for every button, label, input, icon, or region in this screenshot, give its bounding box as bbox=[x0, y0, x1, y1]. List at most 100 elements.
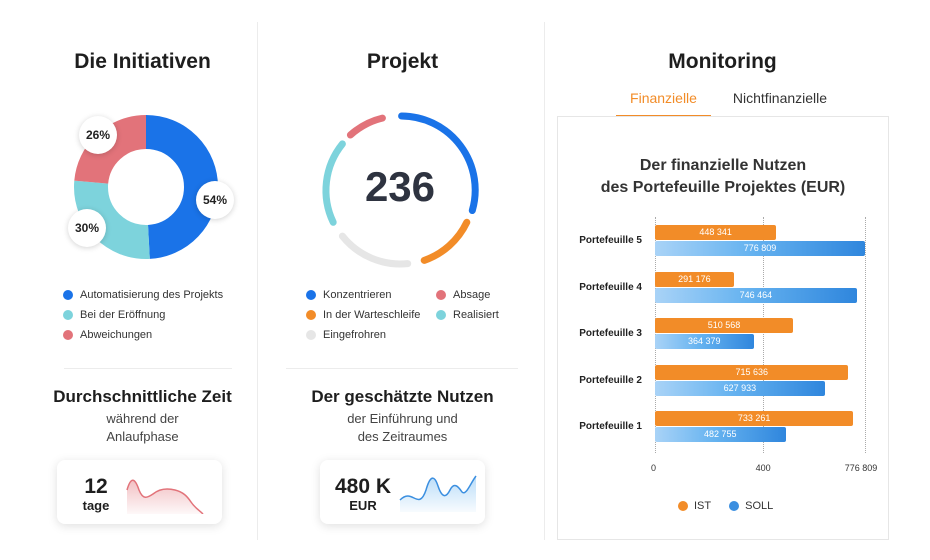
legend-label-ist: IST bbox=[694, 500, 712, 512]
legend-item: Automatisierung des Projekts bbox=[63, 285, 223, 305]
legend-label: In der Warteschleife bbox=[323, 309, 421, 321]
legend-dot-ist bbox=[678, 501, 688, 511]
category-label: Portefeuille 4 bbox=[579, 281, 642, 293]
benefit-value: 480 K bbox=[334, 475, 392, 498]
avg-time-unit: tage bbox=[82, 498, 110, 513]
bar-value-label: 627 933 bbox=[723, 382, 757, 393]
project-title: Projekt bbox=[366, 50, 439, 73]
bar-value-label: 448 341 bbox=[699, 227, 732, 237]
bar-soll bbox=[655, 287, 857, 303]
legend-row: Eingefrohren bbox=[306, 325, 516, 345]
bar-value-label: 482 755 bbox=[703, 429, 737, 439]
chart-gridline bbox=[763, 217, 765, 453]
gauge-arc-waiting bbox=[420, 218, 471, 264]
bar-value-label: 733 261 bbox=[737, 413, 771, 423]
chart-legend: IST SOLL bbox=[678, 500, 773, 512]
project-gauge bbox=[322, 112, 479, 268]
x-tick-label: 0 bbox=[651, 463, 657, 473]
legend-label: Absage bbox=[453, 289, 491, 301]
column-divider-2 bbox=[544, 22, 545, 540]
chart-title-line1: Der finanzielle Nutzen bbox=[639, 157, 807, 174]
legend-item: Absage bbox=[436, 289, 490, 301]
bar-soll bbox=[655, 427, 786, 442]
legend-item: Eingefrohren bbox=[306, 329, 386, 341]
donut-label-deviations: 26% bbox=[79, 116, 117, 154]
avg-time-title: Durchschnittliche Zeit bbox=[53, 387, 232, 406]
legend-label-soll: SOLL bbox=[745, 500, 774, 512]
avg-time-card: 12 tage bbox=[57, 460, 222, 524]
legend-dot bbox=[306, 290, 316, 300]
tab-finanzielle[interactable]: Finanzielle bbox=[630, 90, 697, 106]
initiatives-legend: Automatisierung des Projekts Bei der Erö… bbox=[63, 285, 223, 345]
legend-label: Abweichungen bbox=[80, 329, 153, 341]
gauge-arc-realized bbox=[322, 140, 346, 226]
legend-item: Bei der Eröffnung bbox=[63, 305, 223, 325]
bar-value-label: 715 636 bbox=[735, 366, 768, 377]
benefit-sparkline bbox=[399, 475, 477, 512]
legend-dot bbox=[306, 310, 316, 320]
legend-row: In der Warteschleife Realisiert bbox=[306, 305, 516, 325]
benefit-desc-line2: des Zeitraumes bbox=[357, 429, 448, 444]
avg-time-desc-line2: Anlaufphase bbox=[106, 429, 179, 444]
legend-dot-soll bbox=[729, 501, 740, 511]
legend-label: Konzentrieren bbox=[323, 289, 392, 301]
column-divider-1 bbox=[257, 22, 258, 540]
category-label: Portefeuille 5 bbox=[579, 235, 642, 246]
financial-chart-panel: Der finanzielle Nutzen des Portefeuille … bbox=[557, 116, 889, 540]
donut-segment-deviations bbox=[74, 115, 218, 259]
legend-item: Konzentrieren bbox=[306, 289, 436, 301]
benefit-unit: EUR bbox=[349, 498, 377, 513]
legend-dot bbox=[436, 310, 446, 320]
legend-dot bbox=[306, 330, 316, 340]
avg-time-value: 12 bbox=[84, 475, 108, 498]
legend-dot bbox=[63, 330, 73, 340]
category-label: Portefeuille 2 bbox=[579, 374, 642, 386]
legend-row: Konzentrieren Absage bbox=[306, 285, 516, 305]
bar-ist bbox=[655, 364, 849, 380]
bar-value-label: 291 176 bbox=[678, 273, 711, 284]
category-label: Portefeuille 3 bbox=[579, 328, 642, 339]
donut-segment-opening bbox=[74, 115, 218, 259]
bar-chart-area: 0 400 776 809 Portefeuille 5 448 341 776 809 P… bbox=[558, 117, 888, 539]
donut-label-automation: 54% bbox=[196, 181, 234, 219]
monitoring-title: Monitoring bbox=[668, 50, 777, 73]
chart-title-line2: des Portefeuille Projektes (EUR) bbox=[600, 179, 846, 196]
bar-value-label: 746 464 bbox=[739, 289, 773, 300]
section-divider-middle bbox=[286, 368, 518, 369]
benefit-title: Der geschätzte Nutzen bbox=[311, 387, 494, 406]
legend-label: Bei der Eröffnung bbox=[80, 309, 166, 321]
category-label: Portefeuille 1 bbox=[579, 421, 642, 432]
bar-value-label: 510 568 bbox=[707, 320, 741, 330]
project-legend: Konzentrieren Absage In der Warteschleif… bbox=[306, 285, 516, 345]
gauge-arc-concentrate bbox=[398, 112, 479, 214]
bar-value-label: 776 809 bbox=[743, 243, 777, 253]
legend-dot bbox=[63, 310, 73, 320]
chart-gridline bbox=[865, 217, 866, 453]
x-tick-label: 400 bbox=[755, 463, 771, 473]
section-divider-left bbox=[64, 368, 232, 369]
bar-ist bbox=[655, 225, 777, 240]
gauge-arc-cancelled bbox=[346, 114, 386, 139]
legend-item: Realisiert bbox=[436, 309, 499, 321]
legend-item: In der Warteschleife bbox=[306, 309, 436, 321]
initiatives-title: Die Initiativen bbox=[74, 50, 211, 73]
bar-ist bbox=[655, 271, 734, 287]
benefit-card: 480 K EUR bbox=[320, 460, 485, 524]
avg-time-sparkline bbox=[126, 479, 204, 514]
bar-ist bbox=[655, 411, 854, 426]
legend-dot bbox=[63, 290, 73, 300]
avg-time-desc-line1: während der bbox=[106, 411, 179, 426]
bar-soll bbox=[655, 241, 865, 256]
gauge-arc-frozen bbox=[338, 232, 412, 268]
project-count: 236 bbox=[364, 163, 436, 210]
bar-ist bbox=[655, 318, 794, 333]
bar-soll bbox=[655, 334, 754, 349]
benefit-desc-line1: der Einführung und bbox=[347, 411, 458, 426]
legend-label: Automatisierung des Projekts bbox=[80, 289, 224, 301]
tab-nichtfinanzielle[interactable]: Nichtfinanzielle bbox=[732, 90, 828, 106]
donut-label-opening: 30% bbox=[68, 209, 106, 247]
bar-value-label: 364 379 bbox=[687, 336, 721, 346]
legend-label: Realisiert bbox=[453, 309, 499, 321]
legend-label: Eingefrohren bbox=[323, 329, 386, 341]
legend-item: Abweichungen bbox=[63, 325, 223, 345]
